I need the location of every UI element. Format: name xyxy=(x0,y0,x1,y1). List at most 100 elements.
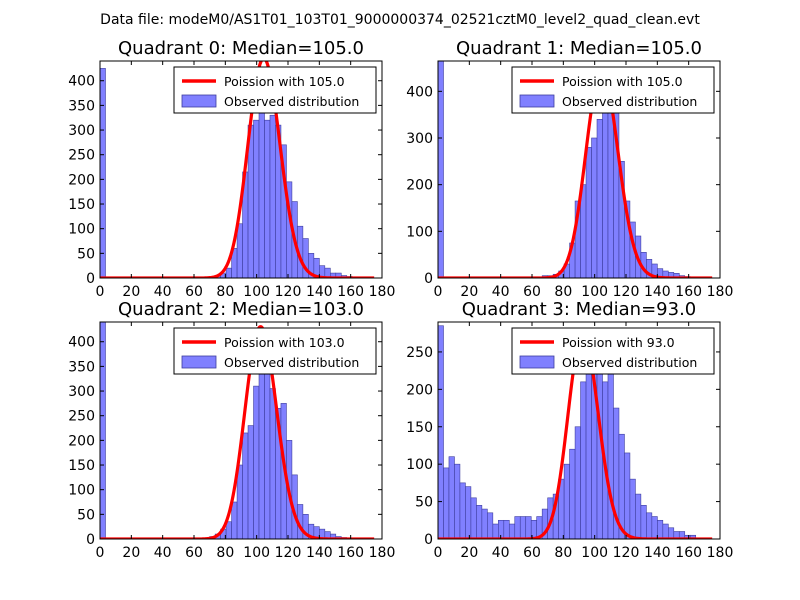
axes-frame xyxy=(99,60,383,279)
y-tick-label: 150 xyxy=(68,197,95,213)
histogram-bar xyxy=(629,478,636,539)
histogram-bar xyxy=(264,119,271,278)
histogram-bar xyxy=(574,426,581,539)
y-tick-label: 0 xyxy=(86,271,95,287)
panel-title: Quadrant 1: Median=105.0 xyxy=(456,38,702,59)
x-tick-label: 180 xyxy=(707,284,734,300)
x-tick-label: 140 xyxy=(644,545,671,561)
x-tick-label: 160 xyxy=(337,284,364,300)
legend-bar-swatch xyxy=(519,94,555,108)
histogram-bar xyxy=(225,267,232,278)
x-tick-label: 140 xyxy=(644,284,671,300)
histogram-bar xyxy=(443,467,450,539)
histogram-bar xyxy=(242,432,249,539)
histogram-bar xyxy=(247,425,254,539)
y-tick-label: 250 xyxy=(68,148,95,164)
x-tick-label: 60 xyxy=(185,284,203,300)
panel-title: Quadrant 0: Median=105.0 xyxy=(118,38,364,59)
x-tick-label: 20 xyxy=(460,545,478,561)
x-tick-label: 120 xyxy=(613,284,640,300)
x-tick-label: 20 xyxy=(122,545,140,561)
x-tick-label: 0 xyxy=(96,545,105,561)
y-tick-label: 300 xyxy=(68,384,95,400)
axes-frame xyxy=(99,321,383,540)
histogram-bar xyxy=(651,516,658,539)
x-tick-label: 180 xyxy=(707,545,734,561)
histogram-bar xyxy=(492,523,499,539)
y-tick-label: 150 xyxy=(406,420,433,436)
x-tick-label: 40 xyxy=(154,284,172,300)
histogram-bar xyxy=(596,119,603,278)
histogram-bar xyxy=(596,370,603,539)
x-tick-label: 120 xyxy=(275,284,302,300)
x-tick-label: 180 xyxy=(369,284,396,300)
histogram-bar xyxy=(624,452,631,539)
panel-quadrant-3: 0 20 40 60 80 100 120 140 160 180 0 50 100 150 200 250 Q… xyxy=(406,299,733,561)
histogram-bar xyxy=(465,486,472,539)
histogram-bar xyxy=(258,353,265,539)
histogram-bar xyxy=(662,523,669,539)
histogram-bar xyxy=(264,366,271,539)
histogram-bar xyxy=(563,463,570,539)
histogram-bar xyxy=(253,119,260,278)
histogram-bar xyxy=(231,501,238,539)
x-tick-label: 40 xyxy=(492,284,510,300)
x-tick-label: 100 xyxy=(581,545,608,561)
x-tick-label: 60 xyxy=(523,545,541,561)
y-tick-label: 200 xyxy=(406,382,433,398)
x-tick-label: 80 xyxy=(216,284,234,300)
histogram-bar xyxy=(236,223,243,278)
y-tick-label: 50 xyxy=(415,495,433,511)
histogram-bar xyxy=(519,516,527,539)
x-tick-label: 80 xyxy=(554,284,572,300)
x-tick-label: 40 xyxy=(154,545,172,561)
histogram-bar xyxy=(580,381,587,539)
x-tick-label: 160 xyxy=(675,545,702,561)
y-tick-label: 100 xyxy=(68,483,95,499)
y-tick-label: 300 xyxy=(406,131,433,147)
y-tick-label: 0 xyxy=(86,532,95,548)
panel-title: Quadrant 3: Median=93.0 xyxy=(462,299,697,320)
x-tick-label: 20 xyxy=(460,284,478,300)
histogram-bar xyxy=(269,388,276,539)
x-tick-label: 180 xyxy=(369,545,396,561)
y-tick-label: 50 xyxy=(77,507,95,523)
y-tick-label: 100 xyxy=(406,224,433,240)
legend-entry-curve: Poission with 93.0 xyxy=(562,335,675,350)
histogram-bar xyxy=(525,516,532,539)
x-tick-label: 20 xyxy=(122,284,140,300)
histogram-bar xyxy=(602,91,609,278)
histogram-bar xyxy=(253,385,260,539)
histogram-bar xyxy=(514,516,521,539)
x-tick-label: 100 xyxy=(243,284,270,300)
x-tick-label: 80 xyxy=(554,545,572,561)
legend-entry-bars: Observed distribution xyxy=(562,355,697,370)
legend-bar-swatch xyxy=(181,94,217,108)
x-tick-label: 120 xyxy=(613,545,640,561)
histogram-bar xyxy=(503,519,510,539)
legend-entry-bars: Observed distribution xyxy=(224,355,359,370)
x-tick-label: 160 xyxy=(337,545,364,561)
x-tick-label: 0 xyxy=(434,284,443,300)
histogram-bar xyxy=(591,137,598,278)
histogram-bar xyxy=(459,482,466,539)
histogram-bar xyxy=(508,523,516,539)
histogram-bar xyxy=(569,448,576,539)
histogram-bar xyxy=(100,322,106,539)
x-tick-label: 120 xyxy=(275,545,302,561)
x-tick-label: 140 xyxy=(306,545,333,561)
y-tick-label: 350 xyxy=(68,98,95,114)
y-tick-label: 250 xyxy=(68,409,95,425)
y-tick-label: 350 xyxy=(68,359,95,375)
histogram-bar xyxy=(585,147,592,278)
y-tick-label: 400 xyxy=(406,84,433,100)
y-tick-label: 0 xyxy=(424,271,433,287)
panel-title: Quadrant 2: Median=103.0 xyxy=(118,299,364,320)
legend-box xyxy=(511,66,715,114)
histogram-bar xyxy=(476,505,483,539)
figure-suptitle: Data file: modeM0/AS1T01_103T01_90000003… xyxy=(100,12,700,28)
legend-entry-curve: Poission with 103.0 xyxy=(224,335,345,350)
y-tick-label: 250 xyxy=(406,345,433,361)
legend-bar-swatch xyxy=(519,355,555,369)
